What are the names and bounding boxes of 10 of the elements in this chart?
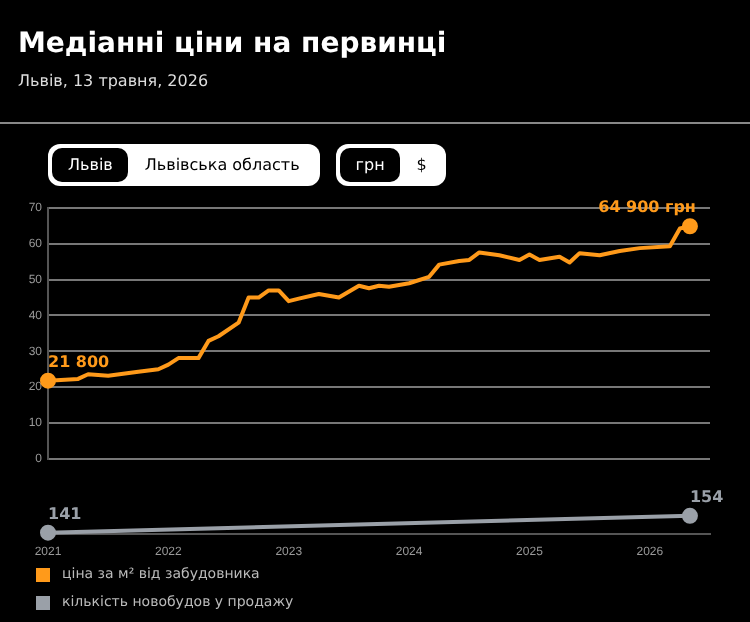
annotation: 21 800 — [48, 352, 111, 371]
annotation: 64 900 грн — [598, 198, 696, 217]
data-label: 154 — [689, 487, 725, 506]
data-label: 141 — [48, 504, 83, 523]
text: Львів — [52, 148, 129, 182]
text: $ — [414, 154, 429, 178]
chart-subtitle: Львів, 13 травня, 2026 — [18, 72, 209, 90]
text: грн — [339, 148, 401, 182]
text: Львівська область — [142, 154, 302, 178]
chart-title: Медіанні ціни на первинці — [18, 28, 447, 60]
